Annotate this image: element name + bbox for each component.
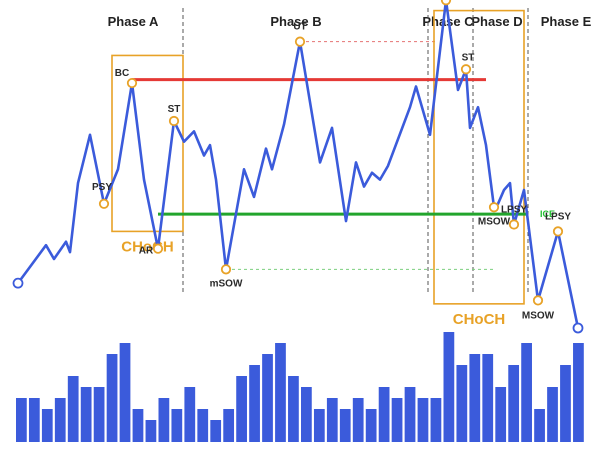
volume-bar [288, 376, 299, 442]
event-marker-msow-11 [532, 295, 544, 306]
event-marker-msow-9 [488, 202, 500, 213]
volume-bar [275, 343, 286, 442]
volume-bar [28, 398, 40, 442]
volume-bar [236, 376, 247, 442]
volume-bar [378, 387, 390, 442]
volume-bar [417, 398, 429, 442]
event-annotations: PSYBCARSTmSOWUTUTADSTLPSYMSOWLPSYMSOW [92, 0, 571, 321]
volume-bar [106, 354, 118, 442]
price-end-point [572, 322, 584, 334]
event-marker-lpsy-8 [508, 219, 520, 230]
volume-bar [456, 365, 468, 442]
volume-bar [16, 398, 27, 442]
volume-bar [313, 409, 325, 442]
event-label-ut-5: UT [293, 22, 306, 33]
volume-bar [469, 354, 481, 442]
volume-bar [404, 387, 416, 442]
volume-bar [80, 387, 92, 442]
volume-bar [521, 343, 532, 442]
price-start-point [12, 277, 24, 289]
volume-bar [430, 398, 442, 442]
volume-bar [67, 376, 79, 442]
event-label-msow-9: MSOW [478, 216, 511, 227]
price-line [16, 0, 580, 329]
event-label-lpsy-10: LPSY [545, 211, 571, 222]
volume-bar [508, 365, 520, 442]
event-marker-lpsy-10 [552, 226, 564, 237]
event-marker-ut-5 [294, 36, 306, 47]
volume-bar [223, 409, 235, 442]
phase-label-e: Phase E [541, 14, 592, 29]
volume-bar [184, 387, 196, 442]
event-label-lpsy-8: LPSY [501, 205, 527, 216]
event-marker-st-7 [460, 64, 472, 75]
event-label-st-3: ST [168, 104, 181, 115]
ice-label: ICE [540, 209, 555, 219]
volume-bar [482, 354, 494, 442]
event-marker-bc-1 [126, 77, 138, 89]
event-label-ar-2: AR [139, 246, 154, 257]
volume-bar [560, 365, 571, 442]
volume-bar [352, 398, 364, 442]
choch-box-1 [111, 54, 184, 233]
volume-bar [534, 409, 545, 442]
event-label-msow-11: MSOW [522, 310, 555, 321]
event-marker-ar-2 [152, 243, 164, 254]
volume-bar [495, 387, 507, 442]
volume-bar [326, 398, 338, 442]
volume-bar [210, 420, 222, 442]
phase-labels: Phase A Phase B Phase C Phase D Phase E [108, 14, 592, 29]
volume-bar [443, 332, 455, 442]
volume-bar [41, 409, 53, 442]
event-label-bc-1: BC [115, 68, 129, 79]
event-marker-st-3 [168, 115, 180, 127]
volume-bar [145, 420, 157, 442]
choch-box-2 [433, 9, 525, 305]
guide-lines [226, 41, 494, 270]
volume-bar [262, 354, 273, 442]
phase-dividers [182, 8, 529, 295]
volume-bar [54, 398, 66, 442]
volume-bar [132, 409, 144, 442]
volume-bar [391, 398, 403, 442]
event-marker-utad-6 [440, 0, 452, 6]
volume-bars [16, 332, 584, 442]
volume-bar [573, 343, 584, 442]
volume-bar [119, 343, 131, 442]
event-label-st-7: ST [462, 52, 475, 63]
volume-bar [197, 409, 209, 442]
event-marker-psy-0 [98, 198, 110, 209]
event-label-psy-0: PSY [92, 182, 112, 193]
volume-bar [171, 409, 183, 442]
volume-bar [339, 409, 351, 442]
volume-bar [249, 365, 260, 442]
volume-bar [301, 387, 312, 442]
phase-label-d: Phase D [471, 14, 522, 29]
phase-label-a: Phase A [108, 14, 159, 29]
event-label-msow-4: mSOW [210, 278, 243, 289]
volume-bar [93, 387, 105, 442]
volume-bar [158, 398, 170, 442]
volume-bar [365, 409, 377, 442]
volume-bar [547, 387, 558, 442]
event-marker-msow-4 [220, 264, 232, 275]
phase-label-b: Phase B [270, 14, 321, 29]
choch-label-2: CHoCH [453, 311, 506, 328]
